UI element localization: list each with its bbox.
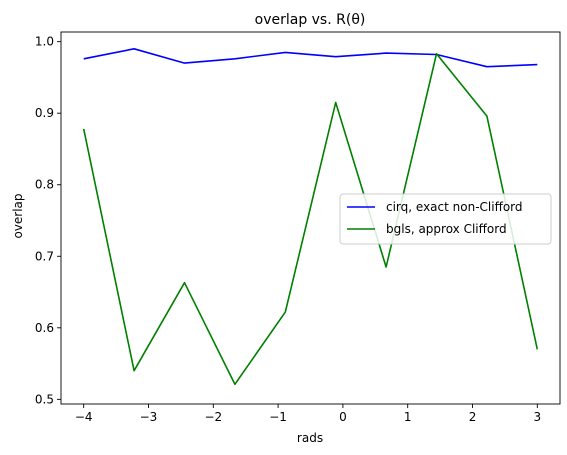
y-tick-label: 1.0 [35, 35, 54, 49]
legend-box [339, 193, 552, 245]
y-tick-label: 0.9 [35, 106, 54, 120]
chart-title: overlap vs. R(θ) [255, 12, 366, 28]
y-axis-label: overlap [11, 193, 25, 238]
legend: cirq, exact non-Clifford bgls, approx Cli… [339, 193, 552, 245]
legend-label: bgls, approx Clifford [386, 222, 507, 236]
x-tick-label: −4 [75, 410, 93, 424]
series-layer [82, 47, 539, 386]
x-tick-label: −3 [140, 410, 158, 424]
y-tick-label: 0.8 [35, 178, 54, 192]
series-line-2 [82, 52, 539, 386]
plot-frame [60, 31, 561, 405]
x-tick-label: −2 [204, 410, 222, 424]
y-tick-label: 0.6 [35, 321, 54, 335]
axes-layer: −4 −3 −2 −1 0 1 2 3 0.5 0.6 0.7 0.8 0.9 1.0 [35, 31, 561, 424]
x-tick-label: 0 [339, 410, 347, 424]
x-tick-label: 3 [533, 410, 541, 424]
legend-label: cirq, exact non-Clifford [386, 200, 523, 214]
x-tick-label: −1 [269, 410, 287, 424]
x-tick-label: 2 [469, 410, 477, 424]
y-tick-label: 0.5 [35, 392, 54, 406]
x-axis-label: rads [297, 431, 323, 445]
y-tick-label: 0.7 [35, 249, 54, 263]
x-tick-label: 1 [404, 410, 412, 424]
series-line-1 [83, 47, 538, 68]
